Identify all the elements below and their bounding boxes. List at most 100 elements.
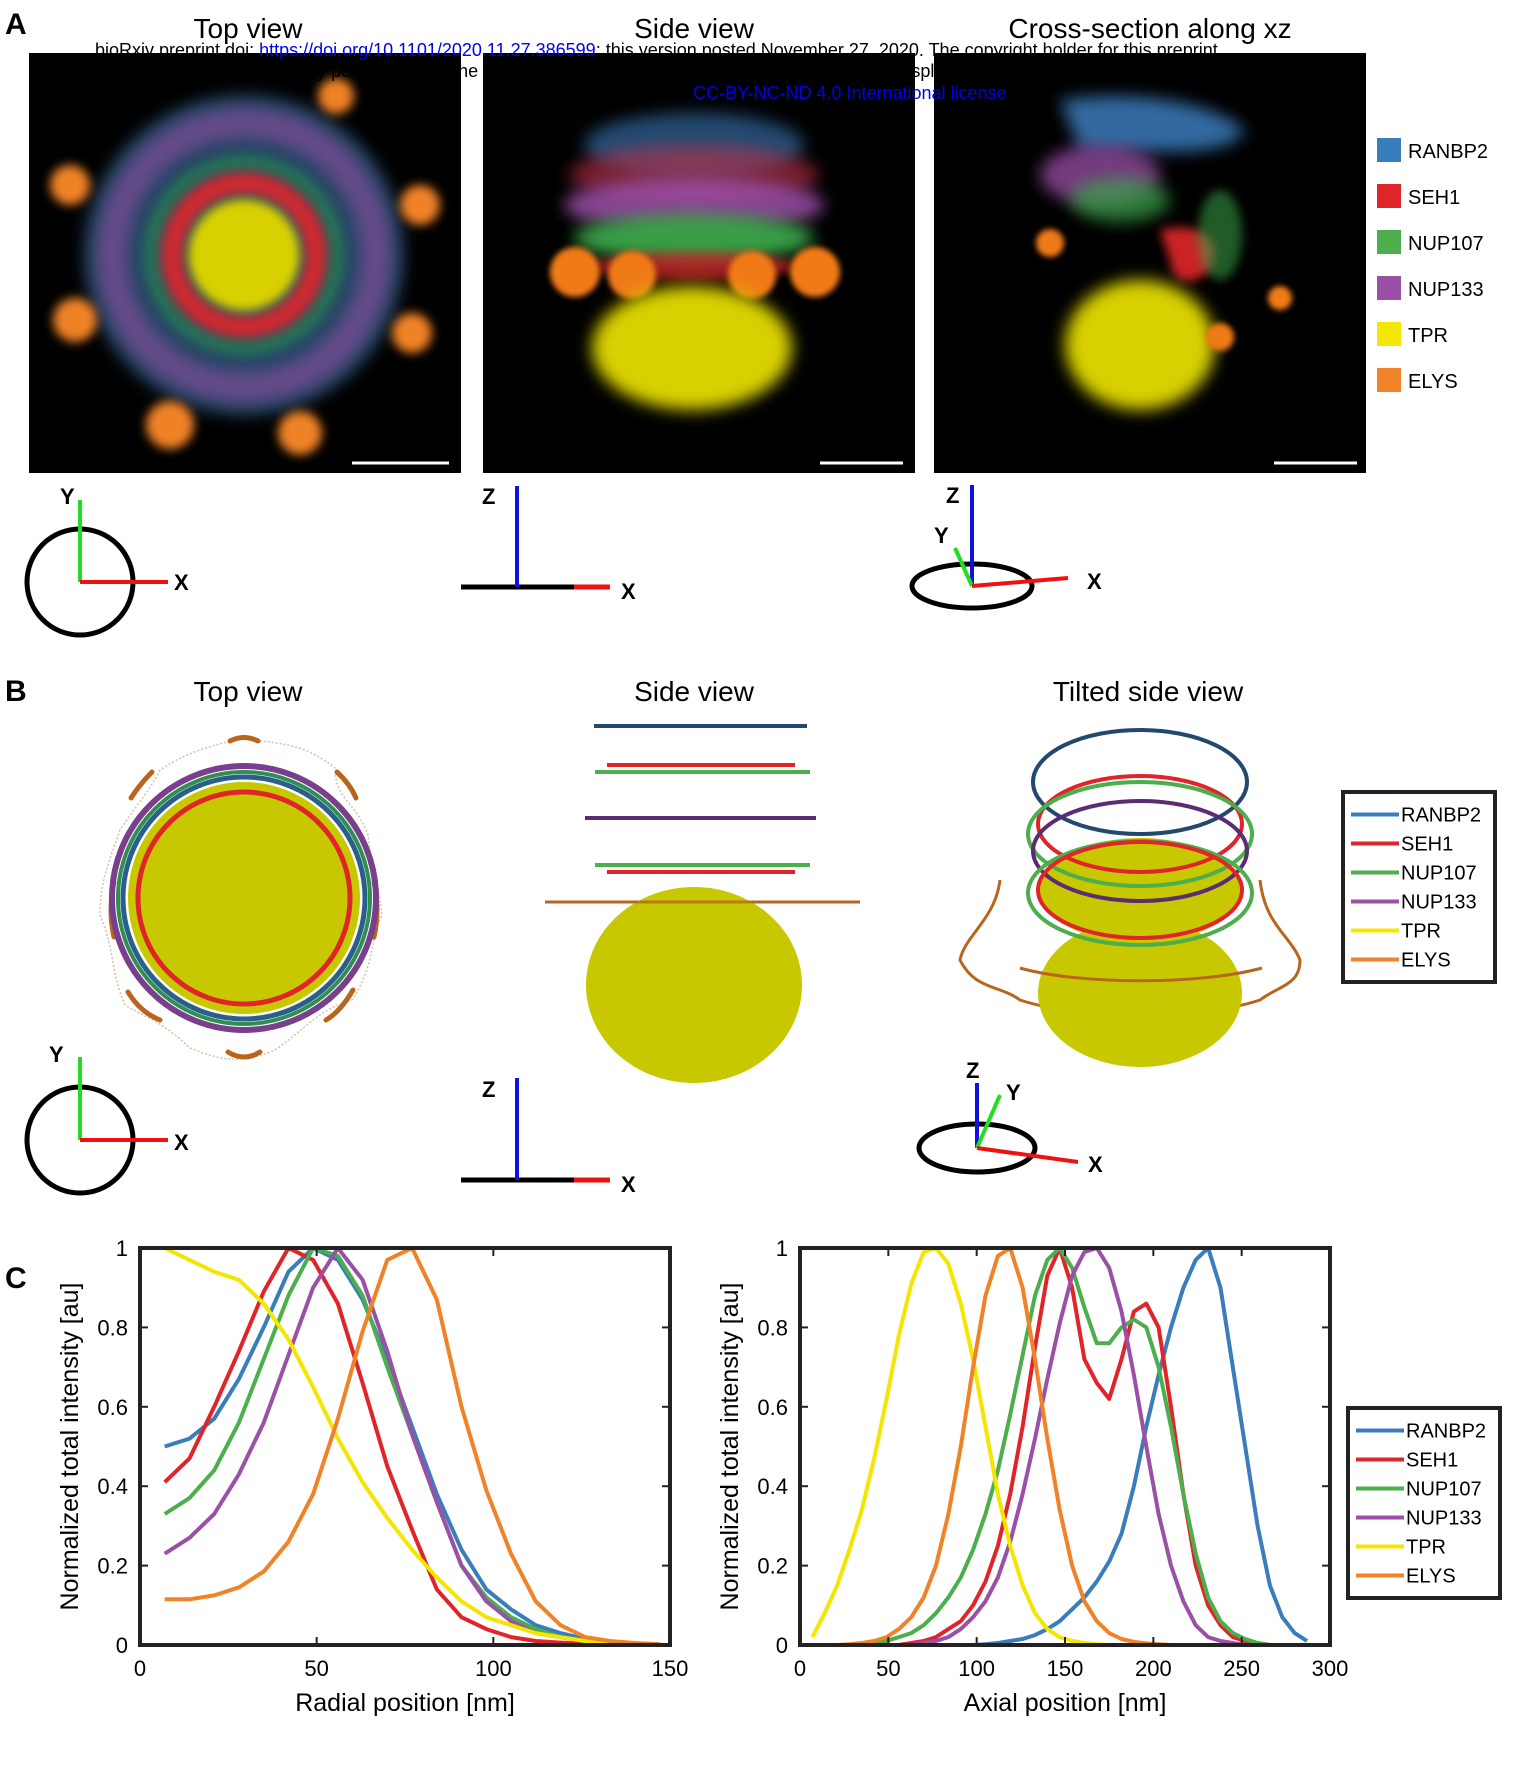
legend-a-item: TPR bbox=[1377, 322, 1448, 347]
legend-a-item: SEH1 bbox=[1377, 184, 1460, 209]
legend-swatch bbox=[1377, 322, 1401, 346]
b-axes-glyph-tilted: Z Y X bbox=[916, 1058, 1103, 1177]
legend-c-item: SEH1 bbox=[1356, 1450, 1458, 1472]
legend-label: ELYS bbox=[1401, 950, 1451, 972]
x-tick-label: 0 bbox=[134, 1656, 146, 1681]
y-tick-label: 0.8 bbox=[97, 1315, 128, 1340]
a-title-side-view: Side view bbox=[634, 13, 755, 44]
legend-a: RANBP2 SEH1 NUP107 NUP133 TPR ELYS bbox=[1377, 138, 1488, 393]
plot-area bbox=[810, 1248, 1309, 1645]
axis-label-y: Y bbox=[934, 523, 949, 548]
axis-label-z: Z bbox=[482, 1077, 495, 1102]
y-tick-label: 0.4 bbox=[97, 1474, 128, 1499]
legend-label: RANBP2 bbox=[1408, 141, 1488, 163]
panel-label-c: C bbox=[5, 1262, 27, 1295]
legend-a-item: ELYS bbox=[1377, 368, 1458, 393]
b-title-side-view: Side view bbox=[634, 676, 755, 707]
axis-label-x: X bbox=[174, 1130, 189, 1155]
axis-label-z: Z bbox=[482, 484, 495, 509]
legend-label: SEH1 bbox=[1401, 834, 1453, 856]
legend-b-item: NUP107 bbox=[1351, 863, 1477, 885]
legend-b-item: TPR bbox=[1351, 921, 1441, 943]
svg-text:bioRxiv preprint doi: https://: bioRxiv preprint doi: https://doi.org/10… bbox=[95, 40, 1218, 60]
x-tick-label: 50 bbox=[304, 1656, 328, 1681]
y-tick-label: 0 bbox=[116, 1633, 128, 1658]
banner-license-link[interactable]: CC-BY-NC-ND 4.0 International license bbox=[693, 83, 1006, 103]
preprint-banner: bioRxiv preprint doi: https://doi.org/10… bbox=[95, 40, 1239, 103]
axis-label-y: Y bbox=[1006, 1080, 1021, 1105]
legend-label: RANBP2 bbox=[1406, 1421, 1486, 1443]
b-axes-glyph-top: Y X bbox=[24, 1042, 189, 1196]
axis-label-x: X bbox=[1088, 1152, 1103, 1177]
y-tick-label: 1 bbox=[776, 1236, 788, 1261]
legend-swatch bbox=[1377, 230, 1401, 254]
banner-line3-suffix: . bbox=[1007, 83, 1012, 103]
legend-c-item: RANBP2 bbox=[1356, 1421, 1486, 1443]
x-tick-label: 150 bbox=[1047, 1656, 1084, 1681]
legend-label: TPR bbox=[1408, 325, 1448, 347]
x-tick-label: 100 bbox=[475, 1656, 512, 1681]
b-top-view-model bbox=[99, 735, 383, 1060]
legend-swatch bbox=[1377, 184, 1401, 208]
y-tick-label: 0.2 bbox=[757, 1554, 788, 1579]
y-axis-title: Normalized total intensity [au] bbox=[56, 1283, 84, 1611]
legend-label: TPR bbox=[1401, 921, 1441, 943]
legend-label: SEH1 bbox=[1406, 1450, 1458, 1472]
a-title-cross-section: Cross-section along xz bbox=[1008, 13, 1291, 44]
a-axes-glyph-side: Z X bbox=[461, 484, 636, 604]
axis-label-x: X bbox=[1087, 569, 1102, 594]
legend-label: NUP133 bbox=[1406, 1508, 1482, 1530]
banner-line2: (which was not certified by peer review)… bbox=[115, 61, 1239, 81]
axis-label-x: X bbox=[621, 1172, 636, 1197]
x-axis-title: Axial position [nm] bbox=[964, 1689, 1167, 1717]
legend-label: ELYS bbox=[1406, 1566, 1456, 1588]
legend-label: ELYS bbox=[1408, 371, 1458, 393]
y-tick-label: 0.6 bbox=[757, 1395, 788, 1420]
banner-doi-link[interactable]: https://doi.org/10.1101/2020.11.27.38659… bbox=[259, 40, 596, 60]
legend-b-item: RANBP2 bbox=[1351, 805, 1481, 827]
a-axes-glyph-tilted: Z Y X bbox=[909, 483, 1102, 611]
y-tick-label: 0.6 bbox=[97, 1395, 128, 1420]
series-line-tpr bbox=[163, 1248, 660, 1645]
series-line-nup107 bbox=[812, 1248, 1307, 1645]
axis-label-z: Z bbox=[966, 1058, 979, 1083]
panel-label-b: B bbox=[5, 675, 27, 708]
legend-label: NUP133 bbox=[1401, 892, 1477, 914]
legend-label: NUP133 bbox=[1408, 279, 1484, 301]
legend-swatch bbox=[1377, 276, 1401, 300]
banner-line1-suffix: ; this version posted November 27, 2020.… bbox=[596, 40, 1218, 60]
legend-label: TPR bbox=[1406, 1537, 1446, 1559]
b-side-view-model bbox=[545, 724, 860, 1083]
legend-swatch bbox=[1377, 368, 1401, 392]
b-title-top-view: Top view bbox=[194, 676, 304, 707]
y-tick-label: 0.4 bbox=[757, 1474, 788, 1499]
axis-label-y: Y bbox=[60, 484, 75, 509]
legend-label: NUP107 bbox=[1406, 1479, 1482, 1501]
b-axes-glyph-side: Z X bbox=[461, 1077, 636, 1197]
series-line-elys bbox=[164, 1248, 660, 1645]
legend-c: RANBP2 SEH1 NUP107 NUP133 TPR ELYS bbox=[1346, 1406, 1502, 1600]
y-tick-label: 0.2 bbox=[97, 1554, 128, 1579]
x-tick-label: 50 bbox=[876, 1656, 900, 1681]
panel-label-a: A bbox=[5, 8, 27, 41]
y-tick-label: 1 bbox=[116, 1236, 128, 1261]
chart-axial: 0 50 100 150 200 250 300 0 0.2 0.4 0.6 0.8 1 Axial po… bbox=[716, 1236, 1348, 1717]
series-line-tpr bbox=[810, 1248, 1307, 1645]
b-tilted-view-model bbox=[958, 728, 1302, 1067]
y-axis-title: Normalized total intensity [au] bbox=[716, 1283, 744, 1611]
a-title-top-view: Top view bbox=[194, 13, 304, 44]
legend-b-item: SEH1 bbox=[1351, 834, 1453, 856]
legend-a-item: RANBP2 bbox=[1377, 138, 1488, 163]
legend-label: NUP107 bbox=[1408, 233, 1484, 255]
legend-label: SEH1 bbox=[1408, 187, 1460, 209]
a-axes-glyph-top: Y X bbox=[24, 484, 189, 638]
x-tick-label: 0 bbox=[794, 1656, 806, 1681]
a-cross-section-image bbox=[934, 53, 1366, 473]
legend-b-item: ELYS bbox=[1351, 950, 1451, 972]
legend-swatch bbox=[1377, 138, 1401, 162]
b-title-tilted-side-view: Tilted side view bbox=[1053, 676, 1244, 707]
x-tick-label: 150 bbox=[652, 1656, 689, 1681]
x-tick-label: 100 bbox=[958, 1656, 995, 1681]
legend-a-item: NUP133 bbox=[1377, 276, 1484, 301]
